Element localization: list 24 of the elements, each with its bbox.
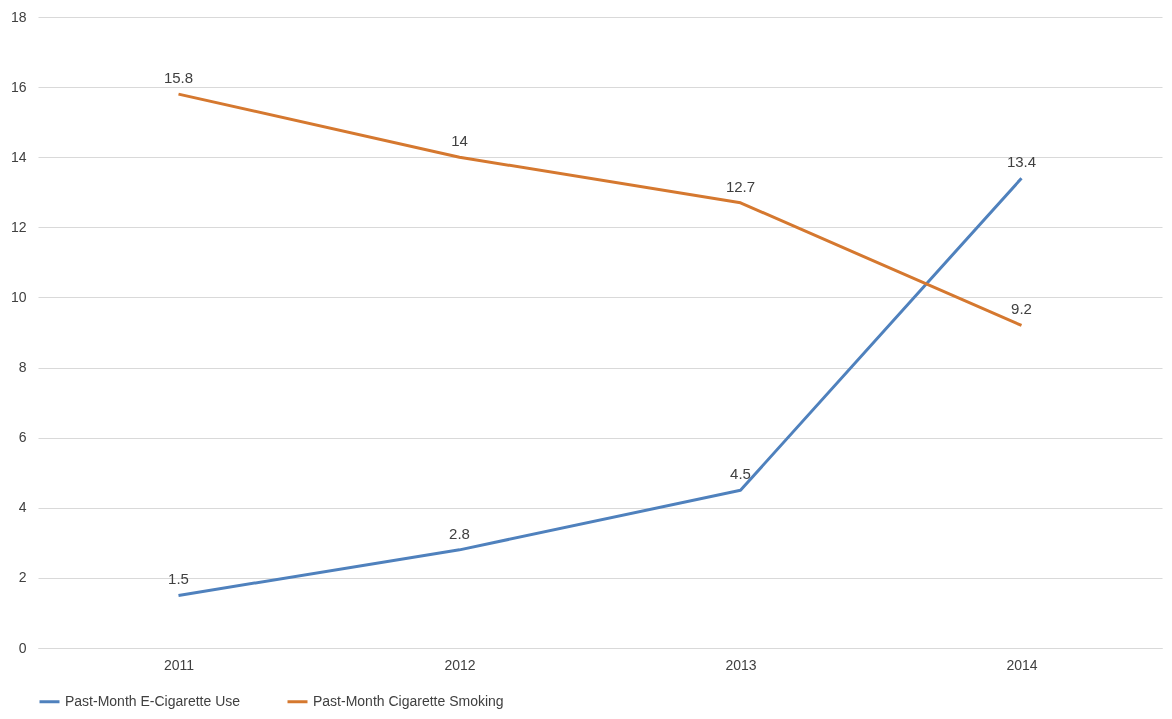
y-tick-label: 2 — [18, 569, 27, 586]
x-tick-label: 2013 — [725, 656, 757, 673]
legend-label: Past-Month Cigarette Smoking — [313, 692, 504, 709]
x-tick-label: 2011 — [163, 656, 195, 673]
y-tick-label: 0 — [18, 639, 27, 656]
data-label: 2.8 — [449, 524, 470, 542]
y-tick-label: 14 — [10, 148, 27, 165]
data-label: 12.7 — [725, 177, 756, 195]
x-tick-label: 2012 — [444, 656, 476, 673]
y-tick-label: 4 — [18, 499, 27, 516]
data-label: 9.2 — [1011, 300, 1032, 318]
y-tick-label: 12 — [10, 218, 27, 235]
data-label: 14 — [451, 132, 468, 150]
data-label: 1.5 — [168, 570, 189, 588]
x-tick-label: 2014 — [1006, 656, 1038, 673]
legend-label: Past-Month E-Cigarette Use — [65, 692, 241, 709]
y-tick-label: 18 — [10, 8, 27, 25]
y-tick-label: 8 — [18, 359, 27, 376]
data-label: 4.5 — [730, 465, 751, 483]
data-label: 13.4 — [1006, 153, 1037, 171]
y-tick-label: 6 — [18, 429, 27, 446]
y-tick-label: 10 — [10, 288, 27, 305]
y-tick-label: 16 — [10, 78, 27, 95]
data-label: 15.8 — [163, 69, 194, 87]
